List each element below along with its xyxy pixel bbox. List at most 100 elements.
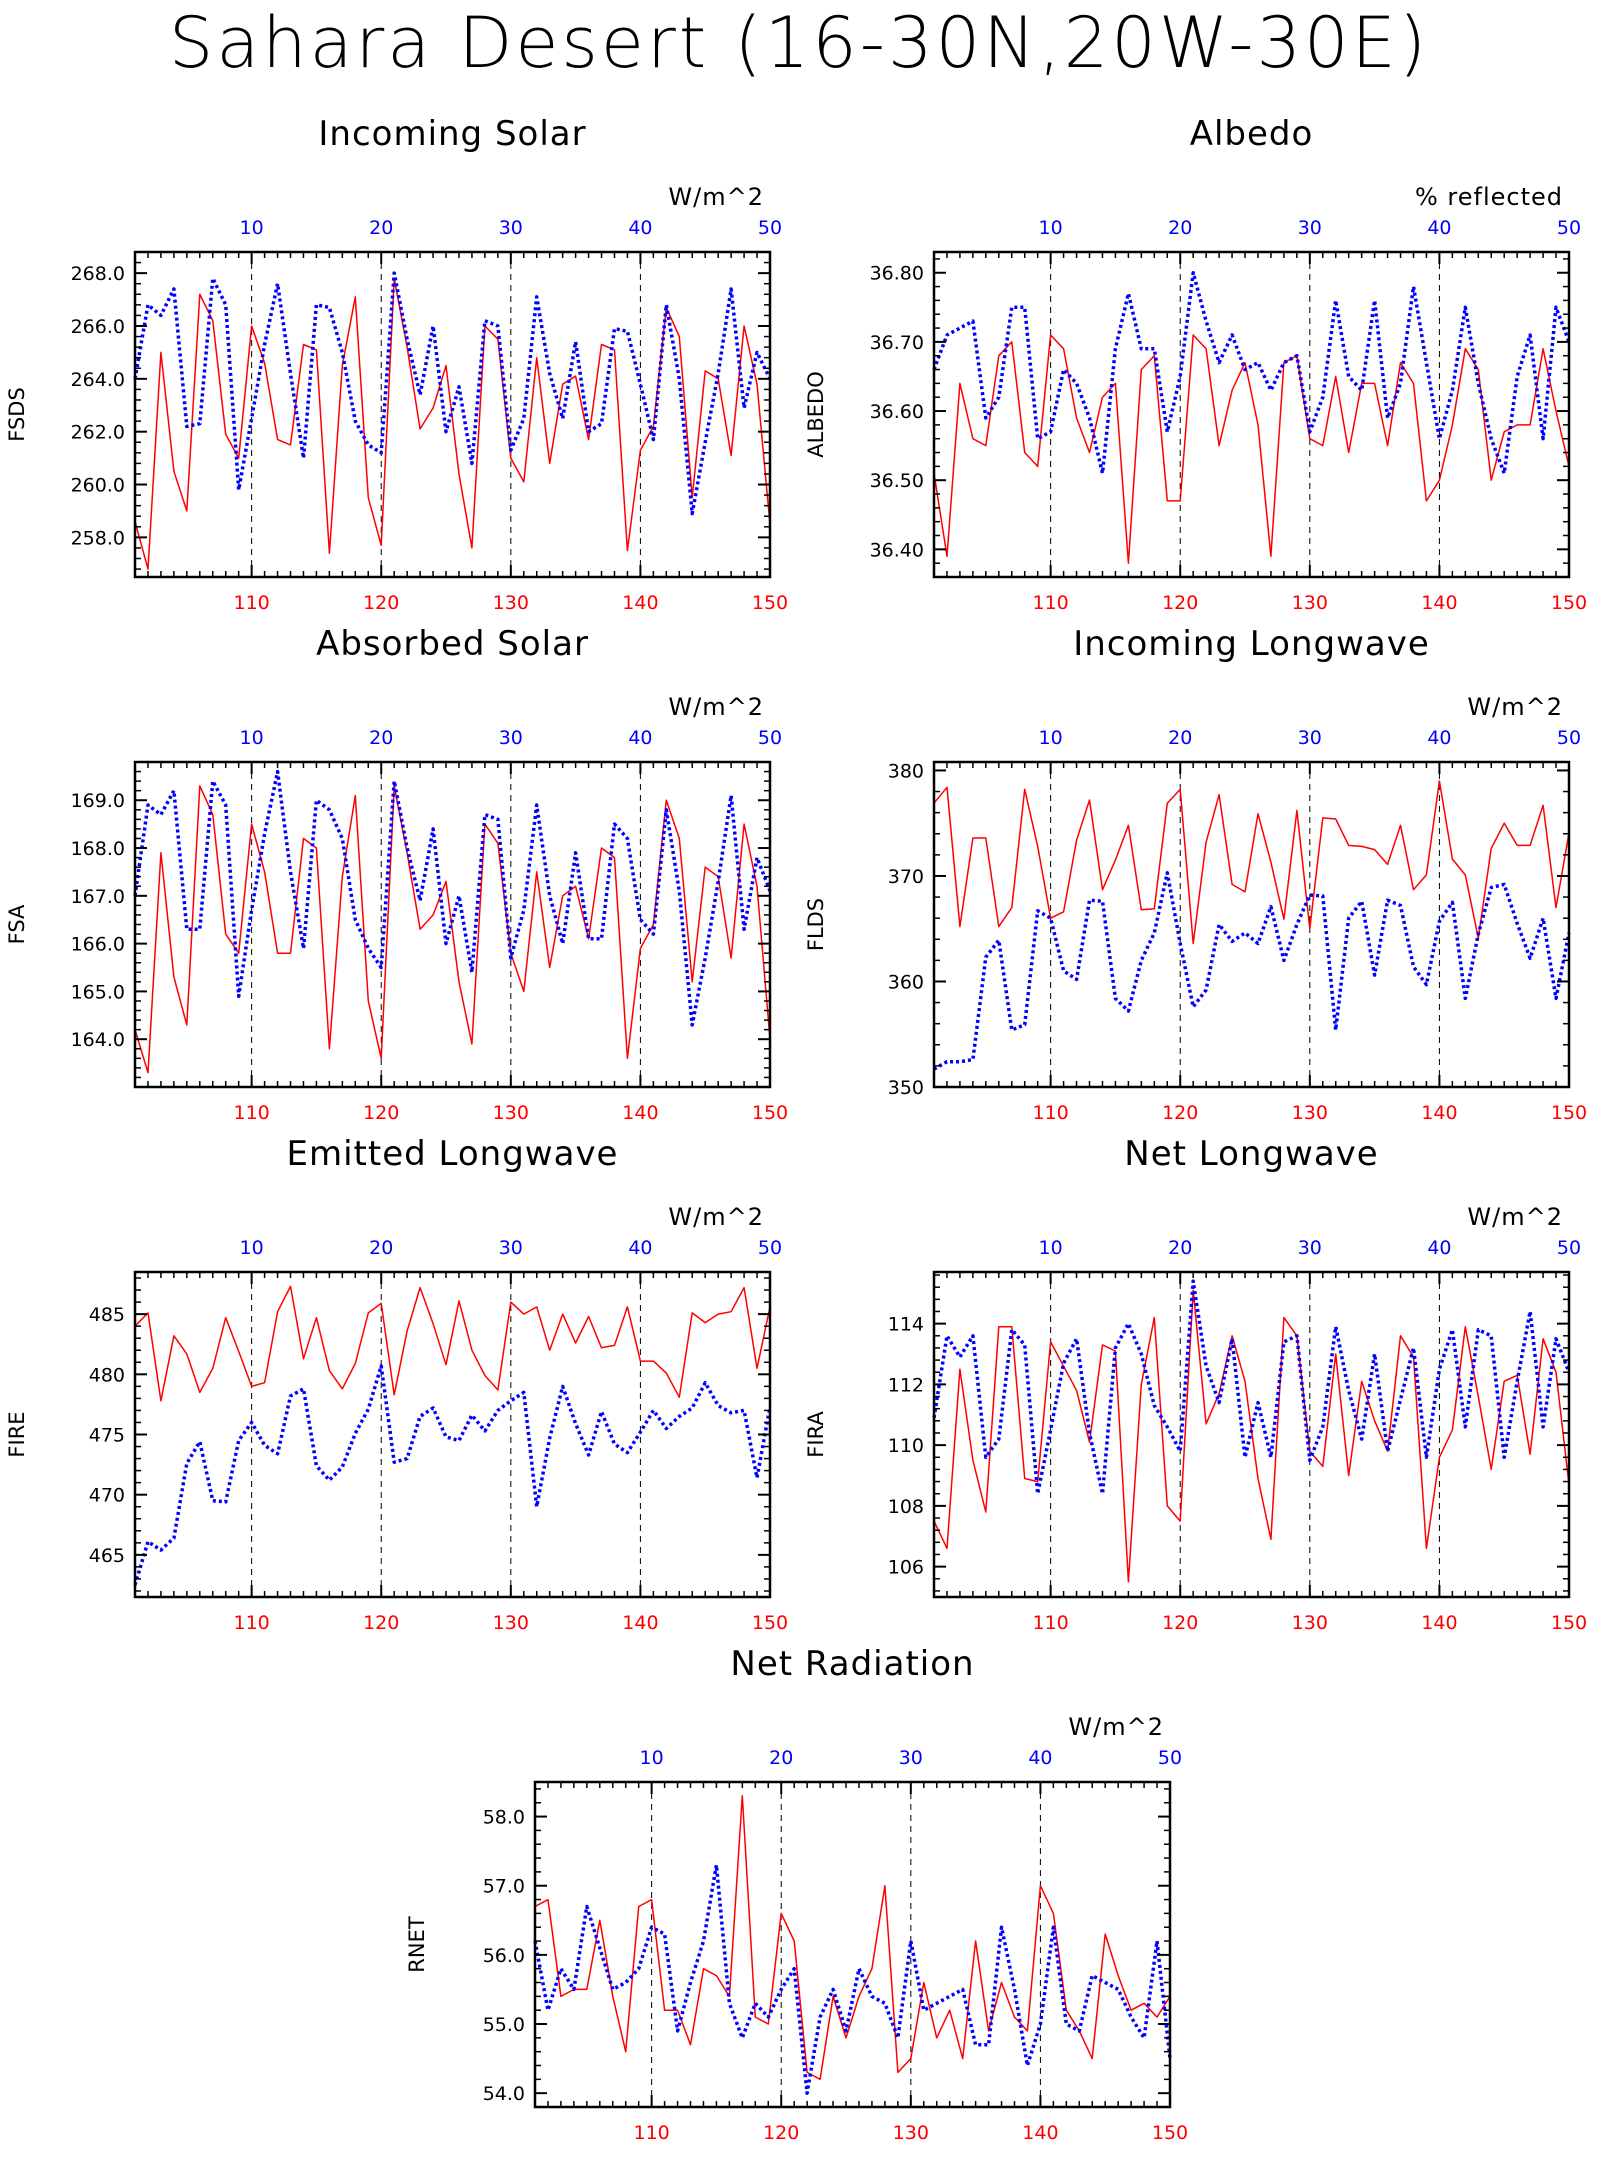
- chart-net-radiation: Net Radiation W/m^2 RNET 110 120 130 140 150 10 2…: [400, 1630, 1199, 2144]
- x-tick-label-bottom: 120: [1162, 1102, 1198, 1124]
- x-tick-label-bottom: 130: [893, 2122, 929, 2144]
- x-tick-label-bottom: 120: [363, 592, 399, 614]
- y-tick-label: 465: [89, 1545, 125, 1567]
- x-tick-label-top: 40: [1427, 727, 1451, 749]
- x-tick-label-bottom: 150: [752, 592, 788, 614]
- x-tick-label-top: 10: [240, 1237, 264, 1259]
- y-tick-label: 360: [888, 971, 924, 993]
- y-tick-label: 36.50: [870, 470, 924, 492]
- series-dotted-line: [133, 1364, 772, 1586]
- y-axis-label: FLDS: [804, 898, 828, 951]
- x-tick-label-top: 20: [1168, 727, 1192, 749]
- x-tick-label-bottom: 130: [1292, 1612, 1328, 1634]
- y-tick-label: 485: [89, 1304, 125, 1326]
- x-tick-label-top: 40: [1427, 217, 1451, 239]
- chart-net-longwave: Net Longwave W/m^2 FIRA 110 120 130 140 150 10 20…: [799, 1120, 1598, 1634]
- chart-svg: Emitted Longwave W/m^2 FIRE 110 120 130 140 150…: [5, 1134, 788, 1634]
- y-tick-label: 110: [888, 1435, 924, 1457]
- x-tick-label-top: 40: [1427, 1237, 1451, 1259]
- x-tick-label-bottom: 150: [1551, 1612, 1587, 1634]
- x-tick-label-bottom: 130: [493, 592, 529, 614]
- chart-absorbed-solar: Absorbed Solar W/m^2 FSA 110 120 130 140 150 10 2…: [0, 610, 799, 1124]
- y-tick-label: 268.0: [71, 263, 125, 285]
- x-tick-label-bottom: 110: [1032, 592, 1068, 614]
- units-label: % reflected: [1415, 183, 1563, 211]
- y-tick-label: 380: [888, 760, 924, 782]
- x-tick-label-bottom: 120: [763, 2122, 799, 2144]
- x-tick-label-top: 40: [628, 217, 652, 239]
- x-tick-label-top: 10: [640, 1747, 664, 1769]
- x-tick-label-bottom: 140: [622, 592, 658, 614]
- y-tick-label: 475: [89, 1425, 125, 1447]
- x-tick-label-bottom: 140: [622, 1102, 658, 1124]
- x-tick-label-bottom: 140: [622, 1612, 658, 1634]
- y-tick-label: 56.0: [483, 1945, 525, 1967]
- x-tick-label-bottom: 130: [493, 1612, 529, 1634]
- y-tick-label: 167.0: [71, 886, 125, 908]
- x-tick-label-top: 20: [369, 727, 393, 749]
- units-label: W/m^2: [668, 183, 764, 211]
- chart-title: Incoming Solar: [318, 114, 586, 154]
- chart-svg: Incoming Longwave W/m^2 FLDS 110 120 130 140 15…: [804, 624, 1587, 1124]
- chart-svg: Net Radiation W/m^2 RNET 110 120 130 140 150 10 2…: [405, 1644, 1188, 2144]
- y-tick-label: 54.0: [483, 2083, 525, 2105]
- x-tick-label-top: 40: [628, 727, 652, 749]
- y-tick-label: 112: [888, 1374, 924, 1396]
- x-tick-label-bottom: 120: [1162, 592, 1198, 614]
- chart-svg: Albedo % reflected ALBEDO 110 120 130 140 150 10…: [804, 114, 1587, 614]
- plot-frame: [133, 250, 772, 579]
- x-tick-label-bottom: 150: [752, 1102, 788, 1124]
- y-axis-label: FIRE: [5, 1411, 29, 1457]
- x-tick-label-top: 30: [499, 217, 523, 239]
- units-label: W/m^2: [1467, 1203, 1563, 1231]
- y-tick-label: 260.0: [71, 475, 125, 497]
- x-tick-label-top: 50: [758, 1237, 782, 1259]
- series-dotted-line: [133, 769, 772, 1027]
- plot-frame: [133, 1270, 772, 1599]
- x-tick-label-top: 20: [1168, 1237, 1192, 1259]
- y-tick-label: 36.60: [870, 401, 924, 423]
- chart-title: Net Longwave: [1124, 1134, 1378, 1174]
- main-title: Sahara Desert (16-30N,20W-30E): [168, 2, 1430, 84]
- plot-frame: [932, 1270, 1571, 1599]
- series-solid-line: [134, 277, 771, 570]
- y-tick-label: 350: [888, 1077, 924, 1099]
- series-solid-line: [933, 334, 1570, 564]
- y-tick-label: 258.0: [71, 527, 125, 549]
- series-solid-line: [534, 1795, 1171, 2081]
- x-tick-label-bottom: 140: [1421, 1612, 1457, 1634]
- chart-title: Emitted Longwave: [287, 1134, 619, 1174]
- x-tick-label-bottom: 130: [1292, 592, 1328, 614]
- x-tick-label-bottom: 120: [363, 1102, 399, 1124]
- series-solid-line: [134, 785, 771, 1074]
- x-tick-label-bottom: 150: [1551, 1102, 1587, 1124]
- chart-incoming-solar: Incoming Solar W/m^2 FSDS 110 120 130 140 150 10…: [0, 100, 799, 614]
- x-tick-label-top: 20: [369, 217, 393, 239]
- y-axis-label: ALBEDO: [804, 371, 828, 457]
- units-label: W/m^2: [1068, 1713, 1164, 1741]
- y-axis-label: RNET: [405, 1916, 429, 1973]
- x-tick-label-bottom: 120: [1162, 1612, 1198, 1634]
- chart-svg: Incoming Solar W/m^2 FSDS 110 120 130 140 150 10…: [5, 114, 788, 614]
- y-axis-label: FIRA: [804, 1411, 828, 1458]
- x-tick-label-bottom: 150: [752, 1612, 788, 1634]
- x-tick-label-top: 30: [1298, 727, 1322, 749]
- x-tick-label-top: 50: [758, 217, 782, 239]
- series-dotted-line: [133, 271, 772, 516]
- x-tick-label-bottom: 140: [1022, 2122, 1058, 2144]
- y-tick-label: 168.0: [71, 838, 125, 860]
- x-tick-label-top: 20: [769, 1747, 793, 1769]
- series-dotted-line: [933, 871, 1571, 1071]
- x-tick-label-top: 10: [1039, 727, 1063, 749]
- series-solid-line: [933, 780, 1570, 945]
- y-tick-label: 266.0: [71, 316, 125, 338]
- y-tick-label: 36.40: [870, 539, 924, 561]
- x-tick-label-bottom: 120: [363, 1612, 399, 1634]
- x-tick-label-bottom: 110: [233, 1612, 269, 1634]
- x-tick-label-bottom: 150: [1551, 592, 1587, 614]
- y-tick-label: 114: [888, 1314, 924, 1336]
- units-label: W/m^2: [1467, 693, 1563, 721]
- x-tick-label-bottom: 110: [1032, 1612, 1068, 1634]
- y-tick-label: 165.0: [71, 981, 125, 1003]
